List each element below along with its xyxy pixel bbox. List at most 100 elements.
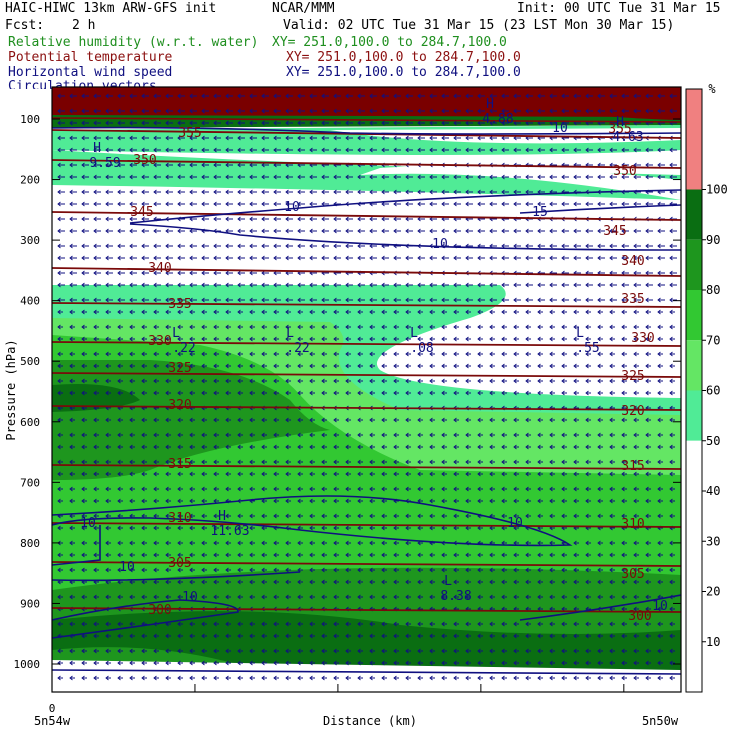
vector-arrow-1890 [273,579,279,585]
vector-arrow-123 [285,120,293,126]
vector-arrow-2224 [537,660,543,666]
vector-arrow-1018 [417,351,423,357]
vector-arrow-561 [549,228,557,234]
vector-arrow-1809 [549,552,555,558]
vector-arrow-424 [153,201,161,207]
vector-arrow-639 [237,255,245,261]
vector-arrow-817 [501,297,509,303]
vector-arrow-1072 [441,363,447,369]
vector-arrow-2274 [513,675,519,681]
vector-arrow-1491 [477,471,483,477]
vector-arrow-661 [501,255,509,261]
vector-arrow-1117 [357,378,363,384]
vector-arrow-621 [645,243,653,249]
vector-arrow-1288 [537,417,543,423]
vector-arrow-251 [573,147,581,153]
vector-arrow-40 [537,93,545,99]
vector-arrow-856 [345,309,351,315]
vector-arrow-2188 [105,660,111,666]
vector-arrow-1251 [93,417,99,423]
circulation-vectors [57,93,677,681]
vector-arrow-1886 [225,579,231,585]
vector-arrow-1374 [321,444,327,450]
theta-line-9 [52,522,681,528]
vector-arrow-2145 [213,648,219,654]
vector-arrow-1814 [609,552,615,558]
vector-arrow-394 [417,189,425,195]
vector-arrow-1432 [393,459,399,465]
vector-arrow-842 [177,309,183,315]
vector-arrow-417 [69,201,77,207]
vector-arrow-671 [621,255,629,261]
vector-arrow-2109 [405,633,411,639]
theta-label-right-340: 340 [621,254,644,269]
vector-arrow-775 [621,282,629,288]
vector-arrow-460 [585,201,593,207]
vector-arrow-384 [297,189,305,195]
vector-arrow-1019 [429,351,435,357]
vector-arrow-2167 [477,648,483,654]
vector-arrow-2148 [249,648,255,654]
vector-arrow-138 [465,120,473,126]
vector-arrow-337 [357,174,365,180]
vector-arrow-886 [81,324,87,330]
vector-arrow-1308 [153,432,159,438]
vector-arrow-2207 [333,660,339,666]
vector-arrow-818 [513,297,521,303]
vector-arrow-2170 [513,648,519,654]
vector-arrow-7 [141,93,149,99]
vector-arrow-772 [585,282,593,288]
colorbar-tick-label-40: 40 [706,484,720,498]
vector-arrow-161 [117,135,125,141]
vector-arrow-1333 [453,432,459,438]
vector-arrow-2034 [129,621,135,627]
vector-arrow-819 [525,297,533,303]
vector-arrow-880 [633,309,639,315]
vector-arrow-1671 [141,525,147,531]
vector-arrow-1561 [69,498,75,504]
vector-arrow-679 [93,270,101,276]
vector-arrow-342 [417,174,425,180]
vector-arrow-1473 [261,471,267,477]
vector-arrow-898 [225,324,231,330]
vector-arrow-1031 [573,351,579,357]
vector-arrow-2049 [309,621,315,627]
vector-arrow-785 [117,297,125,303]
vector-arrow-968 [441,336,447,342]
vector-arrow-1579 [285,498,291,504]
vector-arrow-1182 [513,390,519,396]
vector-arrow-1459 [93,471,99,477]
vector-arrow-183 [381,135,389,141]
vector-arrow-794 [225,297,233,303]
vector-arrow-1502 [609,471,615,477]
vector-arrow-1522 [225,486,231,492]
vector-arrow-1289 [549,417,555,423]
vector-arrow-1431 [381,459,387,465]
vector-arrow-790 [177,297,185,303]
vector-arrow-1519 [189,486,195,492]
vector-arrow-1364 [201,444,207,450]
vector-arrow-1136 [585,378,591,384]
theta-line-4 [52,302,681,308]
vector-arrow-1264 [249,417,255,423]
vector-arrow-1857 [501,567,507,573]
vector-arrow-1563 [93,498,99,504]
vector-arrow-2140 [153,648,159,654]
vector-arrow-583 [189,243,197,249]
wind-label-6: 10 [119,560,135,575]
vector-arrow-95 [573,108,581,114]
vector-arrow-418 [81,201,89,207]
vector-arrow-572 [57,243,65,249]
vector-arrow-2113 [453,633,459,639]
vector-arrow-1616 [105,513,111,519]
vector-arrow-2245 [165,675,171,681]
vector-arrow-395 [429,189,437,195]
vector-arrow-1811 [573,552,579,558]
vector-arrow-960 [345,336,351,342]
vector-arrow-734 [129,282,137,288]
vector-arrow-637 [213,255,221,261]
vector-arrow-1939 [237,594,243,600]
theta-label-right-335: 335 [621,292,644,307]
vector-arrow-1359 [141,444,147,450]
vector-arrow-1282 [465,417,471,423]
